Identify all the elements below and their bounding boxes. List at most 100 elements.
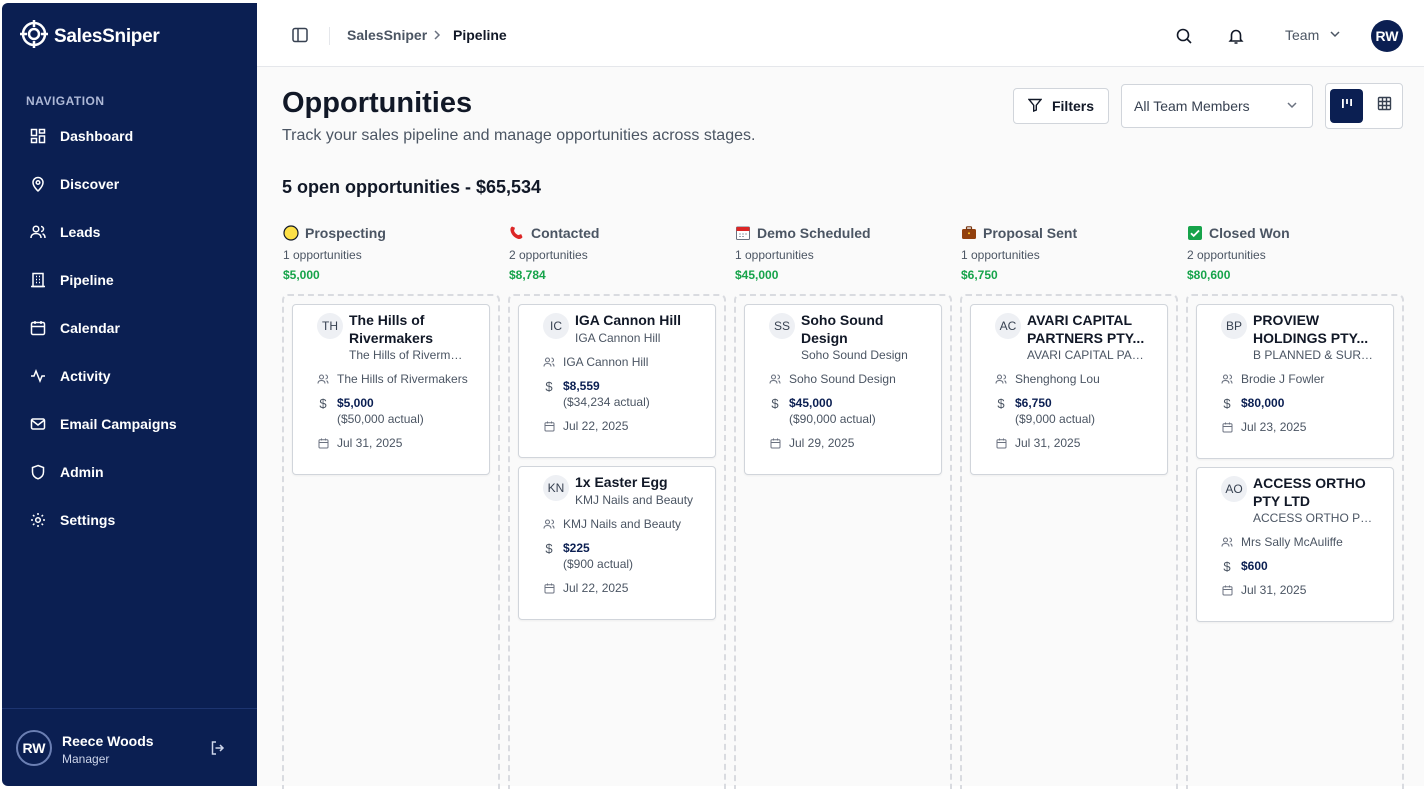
card-company: AVARI CAPITAL PARTNERS [1027,348,1147,362]
card-contact: IGA Cannon Hill [563,355,649,369]
avatar[interactable]: RW [16,730,52,766]
sidebar-item-settings[interactable]: Settings [2,496,257,544]
app-logo[interactable]: SalesSniper [20,20,160,53]
crosshair-logo-icon [20,20,48,53]
sidebar-item-label: Activity [60,368,111,384]
card-contact: Shenghong Lou [1015,372,1100,386]
card-date: Jul 31, 2025 [1241,583,1307,597]
opportunity-card[interactable]: AC AVARI CAPITAL PARTNERS PTY... AVARI C… [970,304,1168,475]
stage-name: Contacted [531,225,600,241]
gear-icon [30,512,46,528]
card-value-row: $ $45,000 ($90,000 actual) [769,396,876,427]
top-bar: SalesSniper Pipeline Team RW [257,3,1424,67]
logout-icon[interactable] [210,740,226,761]
dollar-icon: $ [997,395,1005,411]
stage-name: Demo Scheduled [757,225,871,241]
stage-drop-zone[interactable]: SS Soho Sound Design Soho Sound Design S… [734,294,952,789]
opportunity-card[interactable]: KN 1x Easter Egg KMJ Nails and Beauty KM… [518,466,716,620]
stage-drop-zone[interactable]: BP PROVIEW HOLDINGS PTY... B PLANNED & S… [1186,294,1404,789]
opportunity-card[interactable]: BP PROVIEW HOLDINGS PTY... B PLANNED & S… [1196,304,1394,459]
shield-icon [30,464,46,480]
sidebar-item-email-campaigns[interactable]: Email Campaigns [2,400,257,448]
sidebar-toggle-icon[interactable] [291,26,309,49]
yellow-circle-icon [283,225,299,241]
card-date-row: Jul 22, 2025 [543,581,628,595]
card-contact-row: KMJ Nails and Beauty [543,517,681,531]
grid-view-button[interactable] [1370,89,1398,123]
sidebar-item-label: Settings [60,512,116,528]
mail-icon [30,416,46,432]
card-value: $600 [1241,559,1268,573]
team-menu[interactable]: Team [1285,27,1341,43]
calendar-icon [30,320,46,336]
card-actual-value: ($9,000 actual) [1015,412,1096,426]
user-avatar[interactable]: RW [1371,20,1403,52]
opportunity-card[interactable]: AO ACCESS ORTHO PTY LTD ACCESS ORTHO PTY… [1196,467,1394,622]
card-title: IGA Cannon Hill [575,312,682,328]
card-date: Jul 23, 2025 [1241,420,1307,434]
users-icon [30,224,46,240]
dollar-icon: $ [1223,558,1231,574]
kanban-icon [1340,97,1354,116]
bell-icon[interactable] [1227,27,1245,50]
stage-total: $5,000 [283,268,320,282]
card-avatar: BP [1221,313,1247,339]
card-value-row: $ $8,559 ($34,234 actual) [543,378,649,410]
card-value: $225 [563,541,590,555]
card-actual-value: ($90,000 actual) [789,412,876,426]
user-icon [769,372,781,386]
stage-drop-zone[interactable]: AC AVARI CAPITAL PARTNERS PTY... AVARI C… [960,294,1178,789]
kanban-view-button[interactable] [1330,89,1363,123]
search-icon[interactable] [1175,27,1193,50]
card-value: $45,000 [789,396,833,410]
sidebar-item-pipeline[interactable]: Pipeline [2,256,257,304]
opportunity-card[interactable]: SS Soho Sound Design Soho Sound Design S… [744,304,942,475]
briefcase-icon [961,225,977,241]
dollar-icon: $ [545,378,553,394]
card-company: Soho Sound Design [801,348,908,362]
card-avatar: KN [543,475,569,501]
sidebar-item-admin[interactable]: Admin [2,448,257,496]
card-date-row: Jul 31, 2025 [317,436,402,450]
card-company: ACCESS ORTHO PTY LTD [1253,511,1373,525]
filters-button[interactable]: Filters [1013,88,1109,124]
card-company: The Hills of Rivermakers [349,348,469,362]
sidebar-item-activity[interactable]: Activity [2,352,257,400]
stage-name: Closed Won [1209,225,1290,241]
calendar-icon [543,419,555,433]
stage-name: Prospecting [305,225,386,241]
opportunity-card[interactable]: TH The Hills of Rivermakers The Hills of… [292,304,490,475]
card-avatar: SS [769,313,795,339]
stage-total: $6,750 [961,268,998,282]
user-role: Manager [62,752,110,766]
card-title: ACCESS ORTHO PTY LTD [1253,475,1366,509]
stage-drop-zone[interactable]: IC IGA Cannon Hill IGA Cannon Hill IGA C… [508,294,726,789]
sidebar-item-leads[interactable]: Leads [2,208,257,256]
stage-column-prospecting: Prospecting 1 opportunities $5,000 TH Th… [282,223,501,789]
stage-name: Proposal Sent [983,225,1078,241]
card-company: B PLANNED & SURVEYING [1253,348,1373,362]
stage-drop-zone[interactable]: TH The Hills of Rivermakers The Hills of… [282,294,500,789]
card-contact-row: Soho Sound Design [769,372,896,386]
opportunity-card[interactable]: IC IGA Cannon Hill IGA Cannon Hill IGA C… [518,304,716,458]
team-member-select[interactable]: All Team Members [1121,84,1313,128]
dollar-icon: $ [545,540,553,556]
sidebar-item-label: Dashboard [60,128,134,144]
card-value-row: $ $6,750 ($9,000 actual) [995,395,1096,427]
user-name: Reece Woods [62,733,154,749]
sidebar-item-calendar[interactable]: Calendar [2,304,257,352]
card-contact-row: IGA Cannon Hill [543,355,648,369]
card-company: KMJ Nails and Beauty [575,493,694,507]
dollar-icon: $ [319,395,327,411]
card-title: PROVIEW HOLDINGS PTY... [1253,312,1369,346]
calendar-emoji-icon [735,225,751,241]
sidebar-item-dashboard[interactable]: Dashboard [2,112,257,160]
sidebar-item-discover[interactable]: Discover [2,160,257,208]
user-icon [1221,535,1233,549]
map-pin-icon [30,176,46,192]
card-contact: Brodie J Fowler [1241,372,1325,386]
sidebar-user: RW Reece Woods Manager [2,708,257,786]
card-value: $6,750 [1015,396,1052,410]
stage-count: 2 opportunities [1187,248,1266,262]
breadcrumb-app[interactable]: SalesSniper [347,27,428,43]
